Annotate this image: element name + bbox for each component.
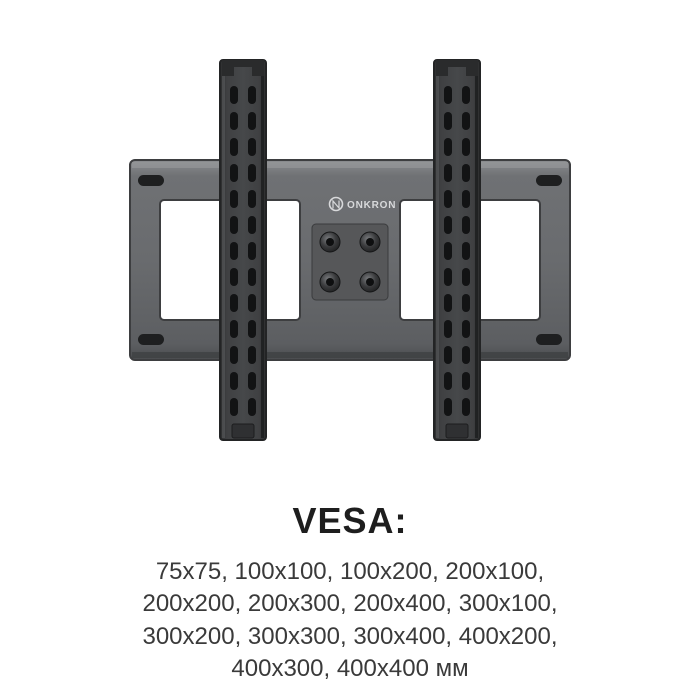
- tv-mount-illustration: ONKRON: [80, 40, 620, 460]
- vesa-title: VESA:: [0, 500, 700, 542]
- vesa-caption: VESA: 75x75, 100x100, 100x200, 200x100, …: [0, 500, 700, 686]
- wall-plate: ONKRON: [130, 160, 570, 360]
- brand-label: ONKRON: [347, 200, 396, 211]
- left-rail: [220, 60, 266, 440]
- vesa-sizes: 75x75, 100x100, 100x200, 200x100, 200x20…: [40, 556, 660, 686]
- right-rail: [434, 60, 480, 440]
